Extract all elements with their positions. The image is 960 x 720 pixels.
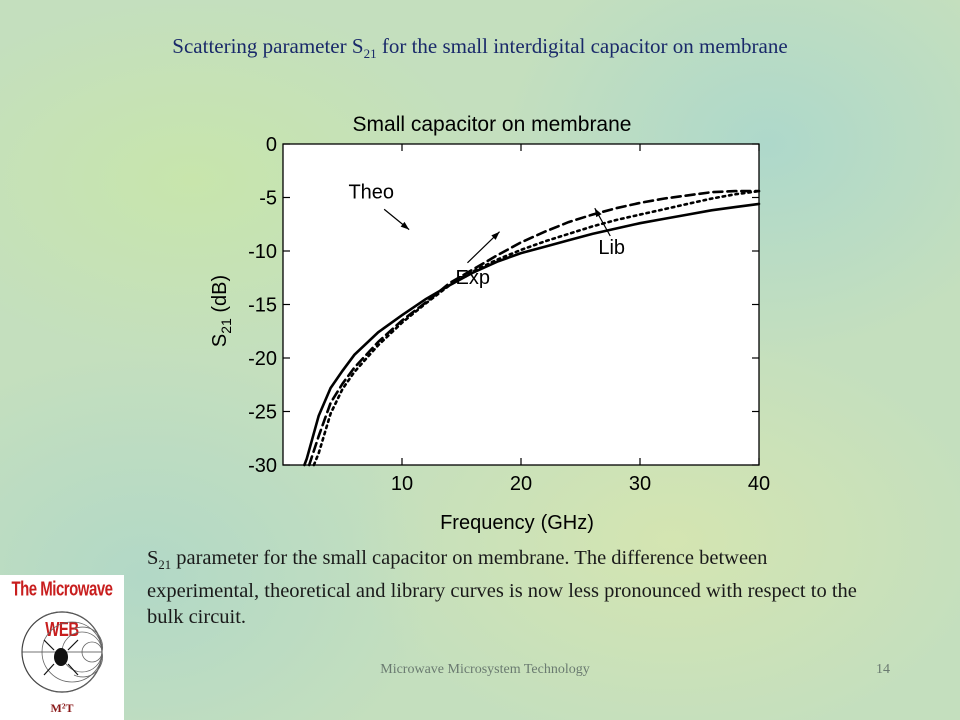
y-tick-label-5: -25 (248, 402, 277, 424)
y-tick-label-1: -5 (259, 188, 277, 210)
axis-ticks: 10 20 30 40 0 -5 -10 -15 -20 -25 -30 (248, 134, 770, 495)
slide-title: Scattering parameter S21 for the small i… (172, 34, 788, 62)
page-number: 14 (876, 662, 890, 677)
x-tick-label-2: 30 (629, 473, 651, 495)
y-tick-label-4: -20 (248, 348, 277, 370)
series-group (303, 189, 761, 467)
annotation-arrowhead-lib (594, 208, 602, 218)
annotation-label-exp: Exp (456, 267, 490, 289)
annotation-label-theo: Theo (348, 182, 394, 204)
annotation-arrowhead-theo (400, 221, 410, 230)
smith-chart-icon (21, 611, 103, 693)
logo-mark: M²T (50, 701, 74, 715)
x-tick-label-3: 40 (748, 473, 770, 495)
footer-text: Microwave Microsystem Technology (380, 662, 590, 677)
series-line-exp (303, 202, 761, 467)
y-axis-label: S21 (dB) (209, 275, 234, 347)
x-tick-label-1: 20 (510, 473, 532, 495)
y-tick-label-6: -30 (248, 455, 277, 477)
y-tick-label-0: 0 (266, 134, 277, 156)
s21-chart: Small capacitor on membrane 10 20 30 40 0 -5 -… (209, 113, 770, 534)
annotation-label-lib: Lib (598, 237, 625, 259)
x-axis-label: Frequency (GHz) (440, 512, 594, 534)
annotations: Theo Lib Exp (348, 182, 625, 290)
x-tick-label-0: 10 (391, 473, 413, 495)
series-line-lib (312, 189, 761, 467)
y-tick-label-2: -10 (248, 241, 277, 263)
y-tick-label-3: -15 (248, 295, 277, 317)
caption-text: S21 parameter for the small capacitor on… (147, 547, 857, 629)
series-line-theo (307, 189, 761, 467)
logo-banner: The Microwave WEB (11, 577, 113, 642)
microwave-web-logo: The Microwave WEB M²T (0, 575, 124, 720)
chart-title: Small capacitor on membrane (353, 113, 632, 136)
annotation-arrowhead-exp (491, 231, 500, 240)
